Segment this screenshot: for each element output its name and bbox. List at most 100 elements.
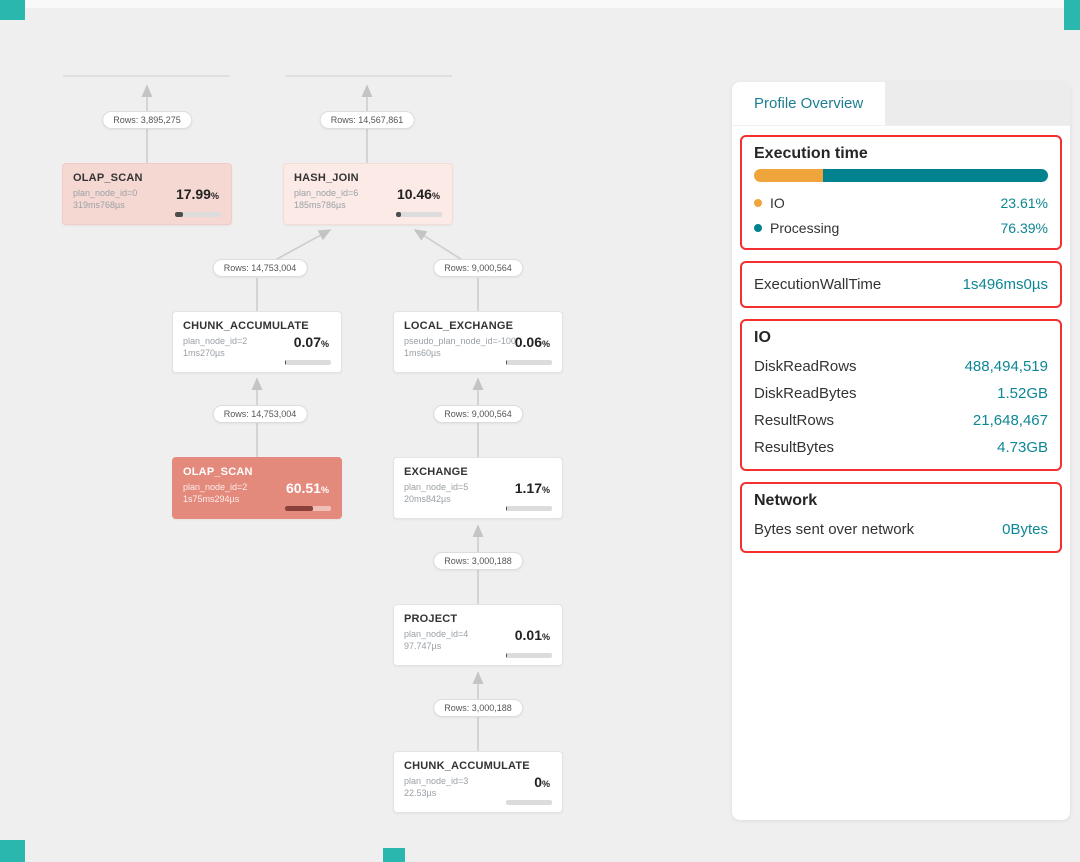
node-progress-bar: [506, 800, 552, 805]
corner-mark: [0, 840, 25, 862]
node-percent: 60.51%: [285, 480, 329, 496]
node-percent: 0.06%: [514, 334, 550, 350]
node-id: plan_node_id=5: [404, 482, 469, 492]
rows-badge-label: Rows: 3,895,275: [113, 115, 181, 125]
metric-row: ResultRows 21,648,467: [754, 407, 1048, 434]
rows-badge-label: Rows: 9,000,564: [444, 409, 512, 419]
node-progress-bar: [506, 506, 552, 511]
rows-badge: Rows: 14,753,004: [212, 259, 308, 277]
node-title: CHUNK_ACCUMULATE: [404, 760, 530, 772]
legend-label: Processing: [770, 219, 840, 236]
node-time: 20ms842µs: [404, 494, 451, 504]
node-time: 97.747µs: [404, 641, 442, 651]
io-legend-dot-icon: [754, 198, 762, 207]
metric-row: Bytes sent over network 0Bytes: [754, 516, 1048, 543]
rows-badge-label: Rows: 14,753,004: [223, 409, 297, 419]
plan-node-chunk-accumulate-3[interactable]: CHUNK_ACCUMULATE plan_node_id=3 22.53µs …: [393, 751, 563, 813]
corner-mark: [383, 848, 405, 862]
io-section-title: IO: [754, 329, 771, 346]
node-progress-bar: [285, 506, 331, 511]
corner-mark: [0, 0, 25, 20]
wall-time-section: ExecutionWallTime 1s496ms0µs: [740, 261, 1062, 308]
plan-node-olap-scan-0[interactable]: OLAP_SCAN plan_node_id=0 319ms768µs 17.9…: [62, 163, 232, 225]
tab-strip-filler: [885, 82, 1070, 125]
plan-edges: [63, 75, 484, 751]
metric-value: 4.73GB: [997, 439, 1048, 456]
metric-value: 1.52GB: [997, 385, 1048, 402]
top-strip: [0, 0, 1080, 8]
execution-time-bar: [754, 169, 1048, 182]
io-bar-segment: [754, 169, 824, 182]
node-percent: 0.07%: [293, 334, 329, 350]
processing-legend-dot-icon: [754, 223, 762, 232]
node-time: 185ms786µs: [294, 200, 346, 210]
metric-label: Bytes sent over network: [754, 521, 915, 538]
execution-time-title: Execution time: [754, 145, 868, 162]
processing-bar-segment: [823, 169, 1048, 182]
legend-value: 76.39%: [1000, 219, 1048, 236]
panel-header: Profile Overview: [732, 82, 1070, 126]
node-id: plan_node_id=6: [294, 188, 359, 198]
node-title: LOCAL_EXCHANGE: [404, 320, 514, 332]
io-section: IO DiskReadRows 488,494,519 DiskReadByte…: [740, 319, 1062, 471]
plan-node-project[interactable]: PROJECT plan_node_id=4 97.747µs 0.01%: [393, 604, 563, 666]
rows-badge: Rows: 9,000,564: [433, 259, 523, 277]
rows-badge: Rows: 14,567,861: [319, 111, 415, 129]
legend-value: 23.61%: [1000, 194, 1048, 211]
node-percent: 0%: [534, 774, 550, 790]
rows-badge: Rows: 3,000,188: [433, 552, 523, 570]
rows-badge: Rows: 3,895,275: [102, 111, 192, 129]
node-id: plan_node_id=3: [404, 776, 469, 786]
rows-badge-label: Rows: 3,000,188: [444, 556, 512, 566]
wall-time-row: ExecutionWallTime 1s496ms0µs: [754, 271, 1048, 298]
rows-badge: Rows: 14,753,004: [212, 405, 308, 423]
node-percent: 1.17%: [514, 480, 550, 496]
metric-row: DiskReadBytes 1.52GB: [754, 380, 1048, 407]
node-time: 1s75ms294µs: [183, 494, 240, 504]
rows-badge-label: Rows: 14,567,861: [330, 115, 404, 125]
metric-row: ResultBytes 4.73GB: [754, 434, 1048, 461]
metric-value: 21,648,467: [972, 412, 1048, 429]
node-title: PROJECT: [404, 613, 458, 625]
corner-mark: [1064, 0, 1080, 30]
tab-profile-overview[interactable]: Profile Overview: [732, 82, 886, 125]
legend-row-processing: Processing 76.39%: [754, 215, 1048, 240]
plan-node-olap-scan-hot[interactable]: OLAP_SCAN plan_node_id=2 1s75ms294µs 60.…: [172, 457, 342, 519]
node-title: OLAP_SCAN: [183, 466, 253, 478]
execution-time-section: Execution time IO 23.61% Processing 76.3…: [740, 135, 1062, 250]
plan-node-local-exchange[interactable]: LOCAL_EXCHANGE pseudo_plan_node_id=-100 …: [393, 311, 563, 373]
node-title: CHUNK_ACCUMULATE: [183, 320, 309, 332]
metric-label: ResultRows: [754, 412, 835, 429]
node-progress-bar: [175, 212, 221, 217]
metric-value: 0Bytes: [1002, 521, 1048, 538]
rows-badge: Rows: 9,000,564: [433, 405, 523, 423]
node-progress-bar: [285, 360, 331, 365]
plan-node-chunk-accumulate-2[interactable]: CHUNK_ACCUMULATE plan_node_id=2 1ms270µs…: [172, 311, 342, 373]
node-progress-bar: [396, 212, 442, 217]
node-title: OLAP_SCAN: [73, 172, 143, 184]
node-time: 1ms60µs: [404, 348, 441, 358]
node-time: 319ms768µs: [73, 200, 125, 210]
rows-badge-label: Rows: 3,000,188: [444, 703, 512, 713]
plan-node-exchange[interactable]: EXCHANGE plan_node_id=5 20ms842µs 1.17%: [393, 457, 563, 519]
rows-badge: Rows: 3,000,188: [433, 699, 523, 717]
plan-node-hash-join[interactable]: HASH_JOIN plan_node_id=6 185ms786µs 10.4…: [283, 163, 453, 225]
metric-label: ResultBytes: [754, 439, 835, 456]
profile-overview-panel: Profile Overview Execution time IO 23.61…: [732, 82, 1070, 820]
node-percent: 17.99%: [175, 186, 219, 202]
metric-value: 488,494,519: [964, 358, 1048, 375]
legend-row-io: IO 23.61%: [754, 190, 1048, 215]
node-time: 1ms270µs: [183, 348, 225, 358]
network-section-title: Network: [754, 492, 818, 509]
node-id: plan_node_id=2: [183, 336, 248, 346]
node-title: HASH_JOIN: [294, 172, 359, 184]
network-section: Network Bytes sent over network 0Bytes: [740, 482, 1062, 553]
node-id: plan_node_id=2: [183, 482, 248, 492]
node-percent: 10.46%: [396, 186, 440, 202]
metric-row: DiskReadRows 488,494,519: [754, 353, 1048, 380]
metric-label: DiskReadRows: [754, 358, 857, 375]
metric-value: 1s496ms0µs: [962, 276, 1048, 293]
node-id: plan_node_id=4: [404, 629, 469, 639]
node-progress-bar: [506, 653, 552, 658]
